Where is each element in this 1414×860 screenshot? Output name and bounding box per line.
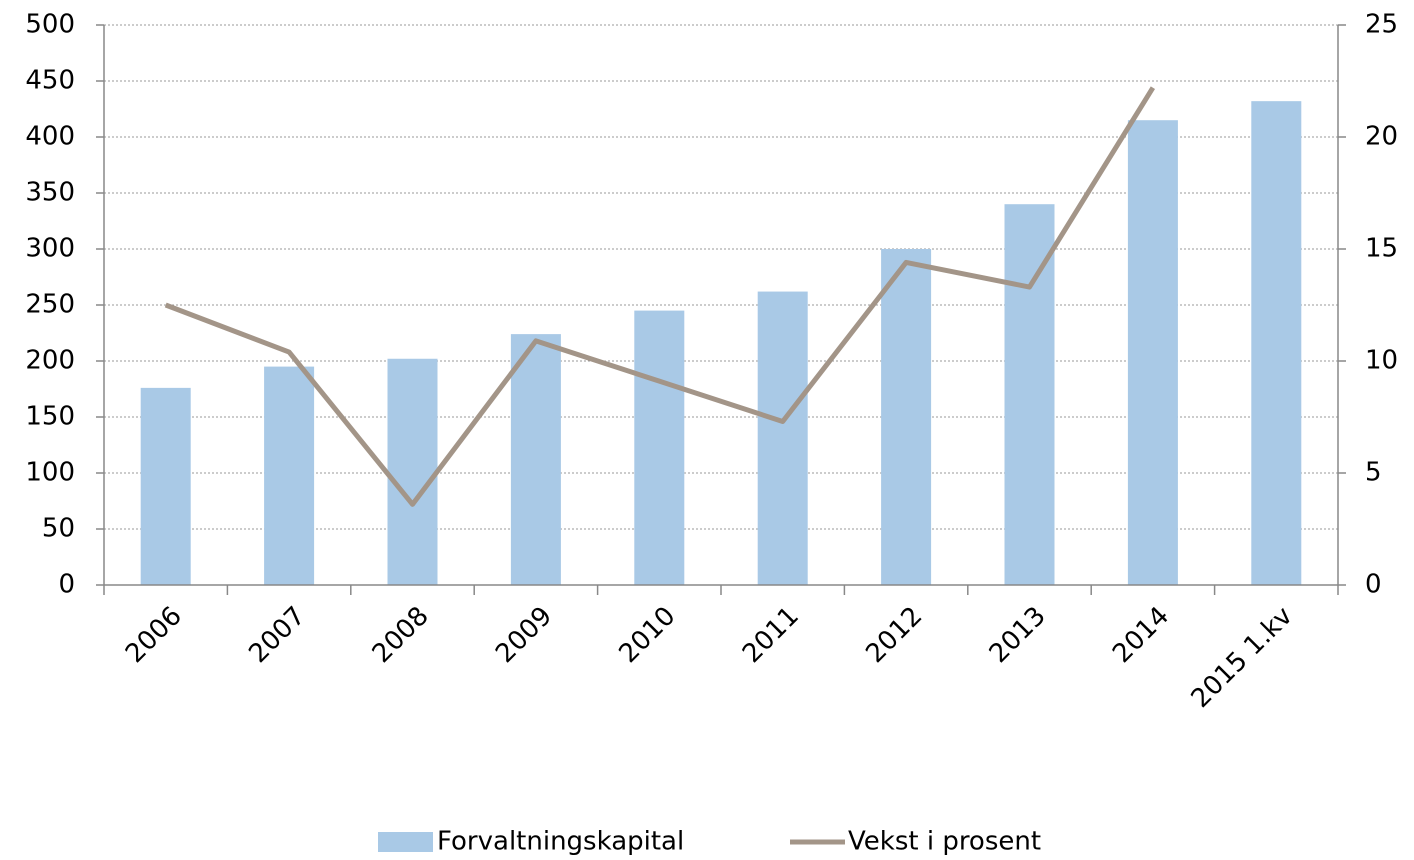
bar [634,310,685,585]
y-tick-label: 400 [25,122,75,152]
bar [1127,120,1178,585]
x-tick-label: 2006 [120,601,188,669]
x-tick-label: 2013 [984,601,1052,669]
y2-tick-label: 15 [1365,234,1398,264]
y-tick-label: 200 [25,346,75,376]
y-tick-label: 100 [25,458,75,488]
legend-label: Vekst i prosent [848,827,1041,857]
y-tick-label: 50 [42,514,75,544]
bar [140,387,191,585]
y-tick-label: 450 [25,66,75,96]
bar [881,249,932,585]
x-tick-label: 2010 [614,601,682,669]
x-tick-label: 2012 [860,601,928,669]
y2-tick-label: 20 [1365,122,1398,152]
y2-tick-label: 10 [1365,346,1398,376]
x-tick-label: 2009 [490,601,558,669]
bar [1004,204,1055,585]
y-tick-label: 300 [25,234,75,264]
y2-tick-label: 25 [1365,10,1398,40]
bar [510,334,561,585]
legend-swatch [378,832,433,852]
x-tick-label: 2014 [1107,601,1175,669]
bar [264,366,315,585]
bar [387,358,438,585]
bar [757,291,808,585]
x-tick-label: 2007 [243,601,311,669]
bar [1251,101,1302,585]
y-tick-label: 0 [58,570,75,600]
x-tick-label: 2011 [737,601,805,669]
x-tick-label: 2008 [367,601,435,669]
x-tick-label: 2015 1.kv [1186,601,1299,714]
line [164,86,1156,507]
y2-tick-label: 5 [1365,458,1382,488]
y-tick-label: 150 [25,402,75,432]
y-tick-label: 350 [25,178,75,208]
legend-label: Forvaltningskapital [437,827,684,857]
y-tick-label: 500 [25,10,75,40]
y-tick-label: 250 [25,290,75,320]
y2-tick-label: 0 [1365,570,1382,600]
